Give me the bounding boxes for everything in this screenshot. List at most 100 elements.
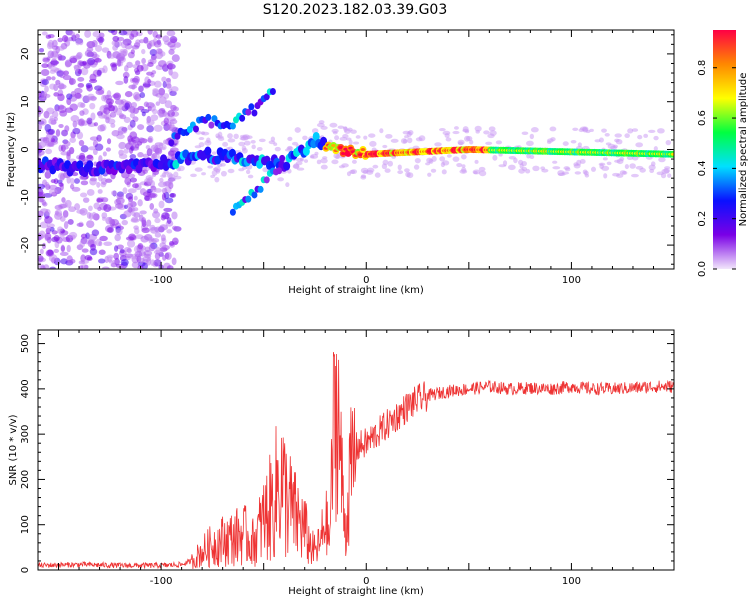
noise-speckle — [602, 157, 608, 161]
noise-speckle — [258, 138, 266, 143]
snr-frame — [37, 329, 675, 571]
noise-speckle — [147, 30, 153, 35]
noise-speckle — [150, 237, 160, 243]
noise-speckle — [472, 169, 481, 175]
noise-speckle — [658, 157, 666, 163]
noise-speckle — [366, 167, 375, 173]
noise-speckle — [146, 148, 153, 157]
noise-speckle — [69, 31, 76, 36]
noise-speckle — [530, 127, 539, 133]
noise-speckle — [557, 170, 565, 176]
noise-speckle — [170, 38, 177, 43]
noise-speckle — [167, 62, 173, 70]
noise-speckle — [169, 90, 177, 97]
noise-speckle — [137, 137, 145, 143]
noise-speckle — [64, 141, 71, 147]
noise-speckle — [98, 249, 106, 255]
noise-speckle — [521, 166, 528, 171]
noise-speckle — [427, 172, 432, 177]
noise-speckle — [86, 117, 93, 125]
noise-speckle — [529, 133, 535, 140]
lower-branch-blob — [263, 176, 270, 184]
noise-speckle — [163, 207, 173, 213]
main-trace-core — [358, 153, 364, 157]
main-trace-blob — [228, 148, 236, 158]
noise-speckle — [103, 204, 112, 212]
noise-speckle — [62, 145, 69, 150]
noise-speckle — [60, 151, 69, 156]
noise-speckle — [130, 30, 139, 38]
noise-speckle — [133, 225, 139, 230]
noise-speckle — [79, 239, 86, 248]
noise-speckle — [38, 48, 45, 53]
noise-speckle — [452, 130, 460, 135]
noise-speckle — [82, 60, 87, 66]
noise-speckle — [59, 216, 66, 222]
noise-speckle — [172, 237, 179, 245]
noise-speckle — [171, 71, 179, 80]
noise-speckle — [74, 203, 81, 211]
noise-speckle — [648, 164, 656, 171]
noise-speckle — [72, 120, 78, 128]
noise-speckle — [241, 145, 247, 151]
noise-speckle — [474, 159, 479, 164]
noise-speckle — [541, 168, 549, 173]
noise-speckle — [96, 198, 104, 203]
noise-speckle — [157, 181, 167, 188]
upper-branch-blob — [229, 122, 236, 130]
noise-speckle — [452, 156, 460, 162]
noise-speckle — [146, 125, 154, 133]
noise-speckle — [126, 239, 136, 248]
noise-speckle — [171, 257, 177, 266]
noise-speckle — [434, 142, 442, 147]
noise-speckle — [589, 128, 594, 133]
noise-speckle — [207, 165, 214, 169]
noise-speckle — [495, 140, 503, 145]
noise-speckle — [601, 128, 607, 133]
noise-speckle — [154, 226, 162, 233]
noise-speckle — [119, 264, 126, 269]
spectrogram-y-tick-label: -10 — [20, 189, 31, 205]
noise-speckle — [474, 125, 482, 132]
noise-speckle — [201, 172, 206, 176]
noise-speckle — [129, 112, 135, 119]
noise-speckle — [384, 168, 391, 173]
noise-speckle — [166, 121, 172, 129]
lower-branch-blob — [245, 195, 252, 203]
noise-speckle — [397, 170, 404, 175]
noise-speckle — [38, 137, 48, 142]
noise-speckle — [44, 216, 53, 224]
noise-speckle — [106, 138, 112, 145]
noise-speckle — [194, 145, 202, 149]
noise-speckle — [425, 162, 431, 166]
noise-speckle — [214, 176, 220, 183]
noise-speckle — [40, 208, 49, 214]
noise-speckle — [154, 217, 161, 224]
noise-speckle — [80, 145, 89, 153]
noise-speckle — [139, 92, 146, 99]
noise-speckle — [362, 170, 369, 174]
noise-speckle — [38, 118, 47, 126]
upper-branch-blob — [245, 108, 252, 116]
noise-speckle — [574, 171, 582, 175]
noise-speckle — [604, 132, 610, 137]
noise-speckle — [159, 177, 164, 183]
noise-speckle — [53, 235, 60, 242]
noise-speckle — [91, 211, 97, 220]
upper-branch-blob — [239, 114, 246, 122]
noise-speckle — [159, 242, 167, 249]
noise-speckle — [329, 122, 338, 128]
colorbar-tick-label: 0.0 — [697, 261, 708, 277]
noise-speckle — [407, 137, 413, 144]
noise-speckle — [95, 89, 105, 96]
noise-speckle — [115, 107, 123, 116]
noise-speckle — [108, 54, 116, 59]
noise-speckle — [487, 133, 495, 139]
noise-speckle — [285, 182, 290, 188]
noise-speckle — [118, 141, 127, 150]
noise-speckle — [152, 172, 157, 177]
noise-speckle — [615, 139, 623, 145]
noise-speckle — [351, 159, 357, 164]
noise-speckle — [165, 252, 172, 260]
noise-speckle — [238, 168, 245, 172]
